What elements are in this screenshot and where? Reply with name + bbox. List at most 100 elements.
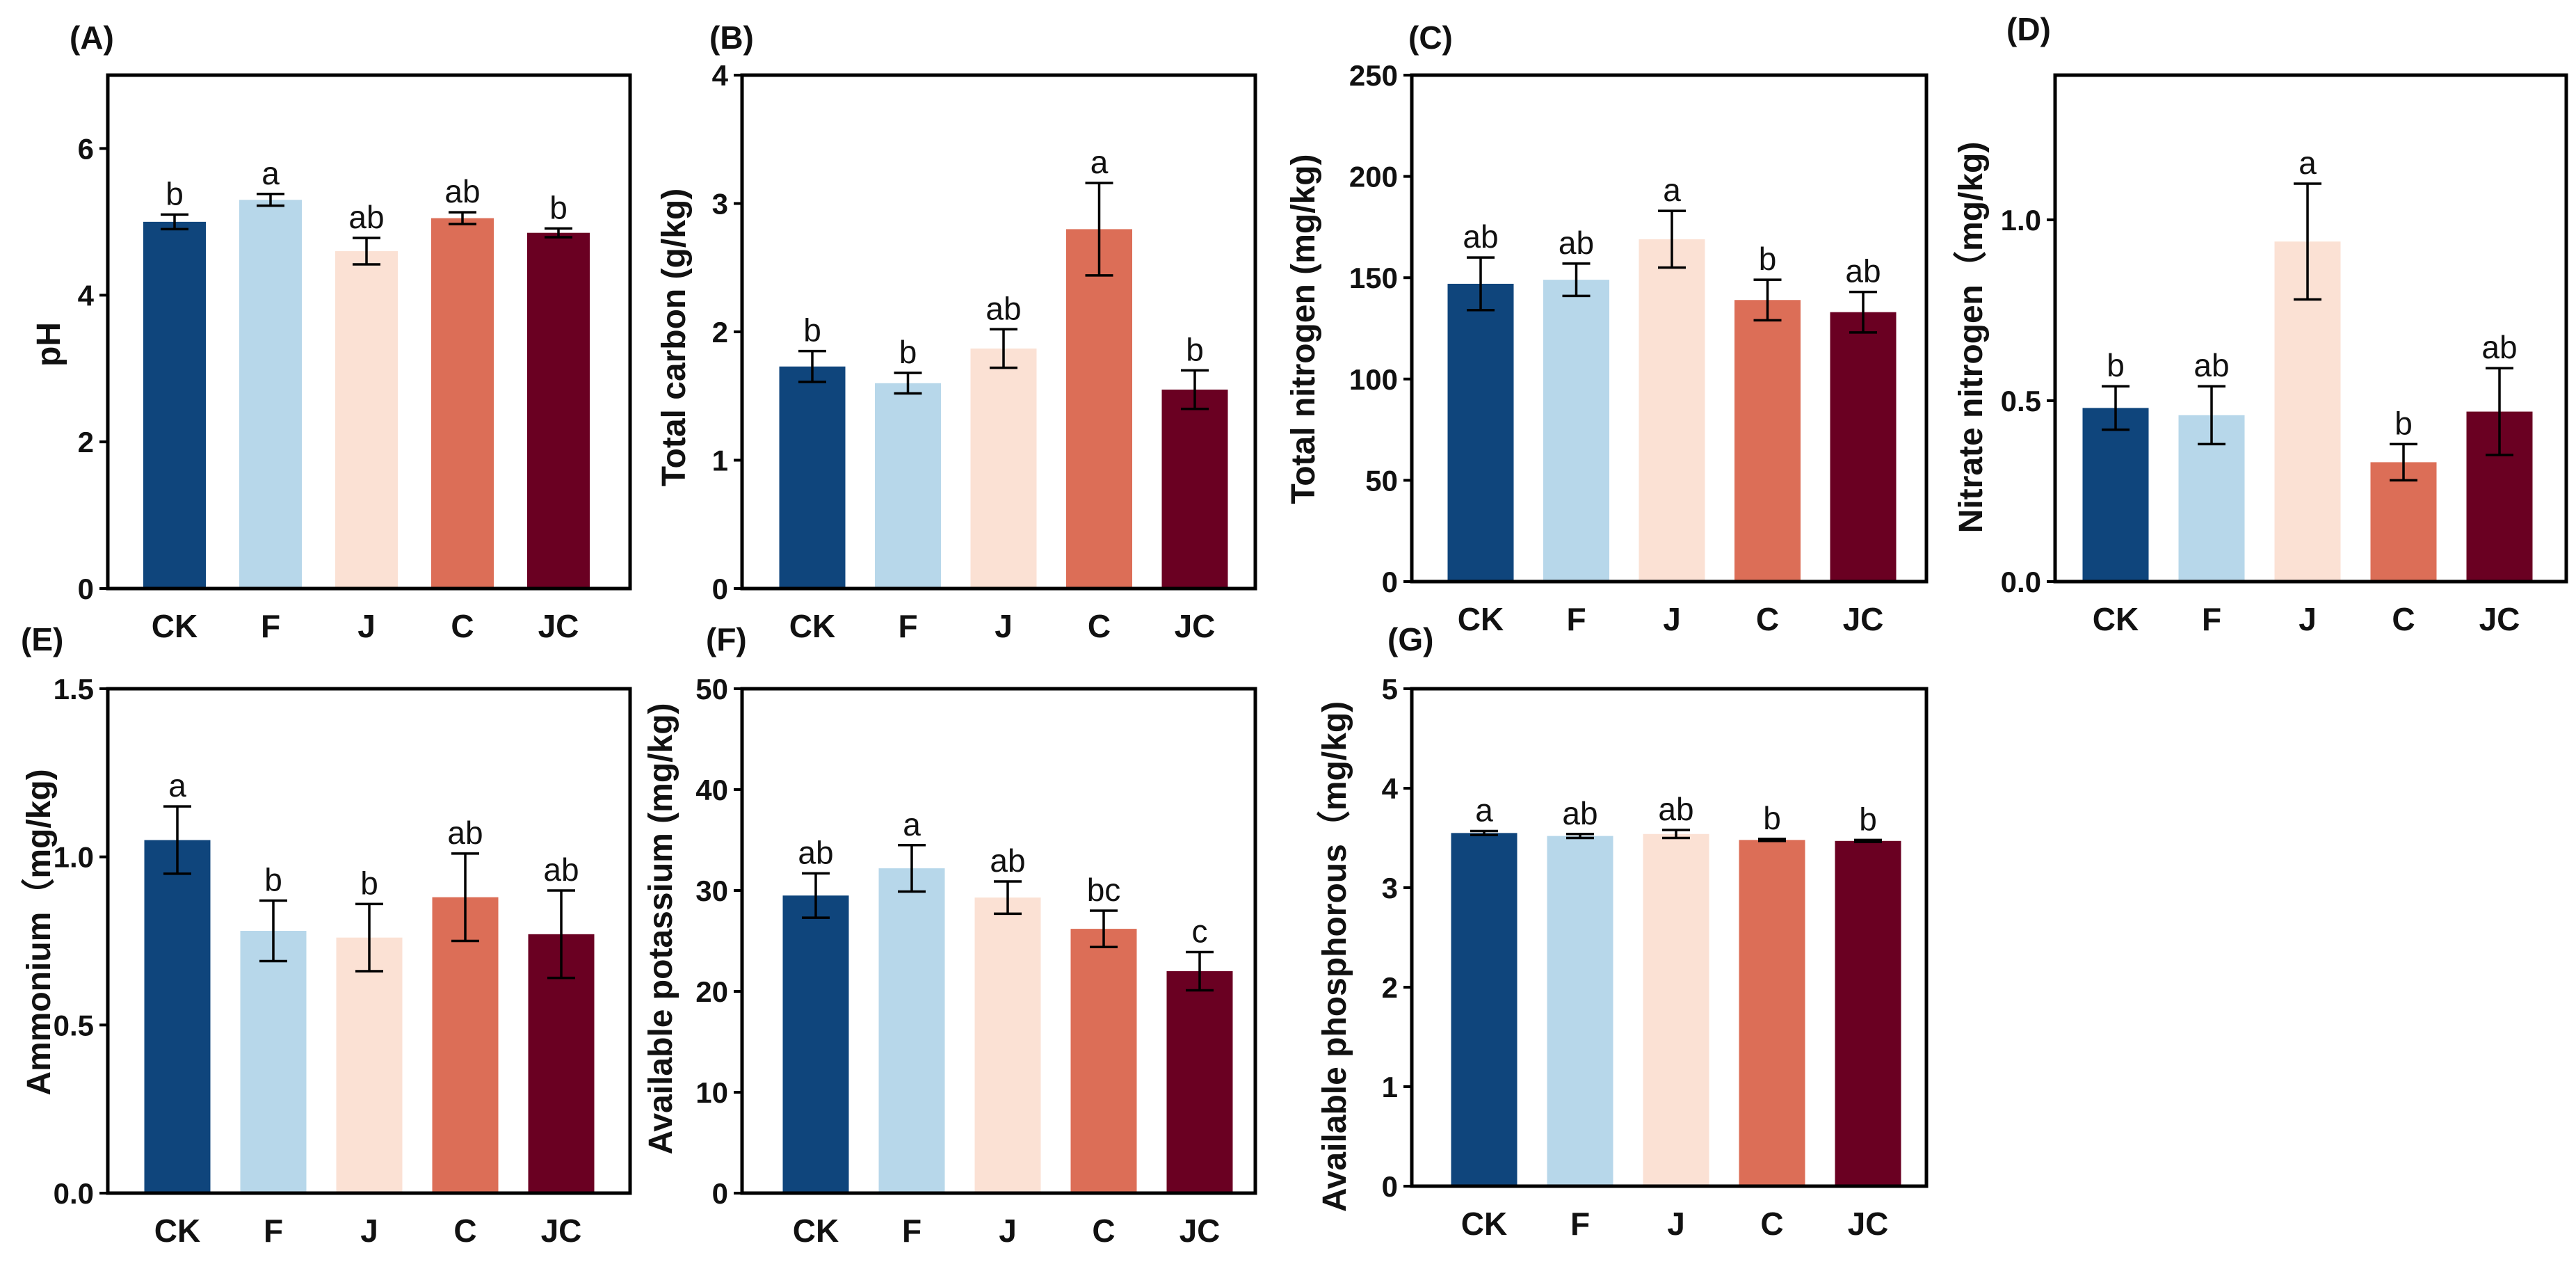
x-tick-label: JC [1843, 601, 1884, 637]
bar-ck [782, 895, 849, 1193]
y-axis-label: Ammonium（mg/kg) [21, 769, 58, 1095]
y-tick-label: 30 [695, 874, 728, 907]
significance-label: ab [1559, 225, 1594, 261]
significance-label: b [360, 865, 378, 901]
panel-label: (B) [709, 19, 754, 56]
bar-f [1543, 280, 1609, 582]
bar-c [2370, 462, 2437, 582]
error-bar [355, 902, 383, 973]
bar-j [336, 937, 403, 1193]
error-bar [1467, 256, 1495, 312]
error-bar [1470, 829, 1498, 836]
bar-j [970, 348, 1037, 589]
y-axis-label: Total carbon (g/kg) [656, 189, 693, 486]
significance-label: ab [1562, 795, 1597, 831]
bar-c [1066, 229, 1132, 589]
bar-c [1070, 929, 1137, 1193]
y-tick-label: 0 [1382, 566, 1398, 598]
significance-label: ab [990, 842, 1025, 879]
significance-label: a [2299, 145, 2317, 181]
x-tick-label: C [453, 1213, 476, 1249]
significance-label: a [261, 155, 280, 191]
significance-label: b [264, 862, 282, 898]
y-tick-label: 4 [712, 59, 729, 92]
x-tick-label: J [360, 1213, 378, 1249]
significance-label: a [168, 767, 186, 804]
error-bar [990, 328, 1017, 369]
significance-label: ab [1658, 791, 1693, 827]
y-tick-label: 4 [78, 279, 95, 312]
bar-c [431, 218, 494, 589]
y-tick-label: 150 [1349, 262, 1398, 294]
significance-label: a [1090, 144, 1109, 180]
significance-label: ab [1845, 253, 1881, 289]
bar-f [239, 200, 302, 589]
x-tick-label: C [1092, 1213, 1115, 1249]
x-tick-label: F [902, 1213, 921, 1249]
bar-ck [1447, 283, 1514, 582]
x-tick-label: JC [538, 608, 579, 644]
y-tick-label: 0 [712, 1177, 728, 1210]
y-tick-label: 1.0 [2001, 204, 2041, 237]
x-tick-label: J [357, 608, 376, 644]
error-bar [2390, 442, 2417, 482]
error-bar [2486, 367, 2513, 456]
error-bar [449, 211, 476, 225]
axes-frame [1410, 687, 1929, 1188]
axes-frame [2053, 73, 2568, 584]
panel-label: (D) [2006, 11, 2051, 47]
y-tick-label: 2 [1382, 971, 1398, 1004]
significance-label: a [1663, 172, 1681, 208]
x-tick-label: J [995, 608, 1013, 644]
significance-label: b [2107, 347, 2125, 383]
x-tick-label: CK [2093, 601, 2139, 637]
x-tick-label: J [999, 1213, 1017, 1249]
bar-f [240, 931, 307, 1193]
x-tick-label: J [1667, 1206, 1685, 1242]
y-tick-label: 6 [78, 132, 94, 165]
significance-label: b [1859, 801, 1877, 837]
bar-f [1547, 836, 1613, 1186]
error-bar [1090, 909, 1118, 948]
error-bar [1186, 950, 1214, 992]
y-tick-label: 0.5 [2001, 385, 2041, 417]
x-tick-label: C [451, 608, 474, 644]
x-tick-label: C [1756, 601, 1779, 637]
significance-label: ab [2481, 329, 2517, 365]
x-tick-label: CK [154, 1213, 200, 1249]
error-bar [1658, 209, 1686, 269]
bar-f [878, 868, 945, 1193]
panel-label: (E) [21, 621, 63, 657]
y-tick-label: 50 [695, 673, 728, 705]
significance-label: b [1759, 241, 1777, 277]
axes-frame [106, 73, 632, 591]
significance-label: ab [444, 173, 480, 209]
significance-label: c [1192, 913, 1208, 949]
error-bar [163, 805, 191, 875]
error-bar [1181, 369, 1209, 410]
error-bar [1662, 829, 1690, 840]
x-tick-label: JC [541, 1213, 582, 1249]
y-axis-label: Available phosphorous（mg/kg) [1317, 701, 1353, 1212]
bar-jc [1166, 971, 1233, 1193]
y-tick-label: 50 [1365, 464, 1398, 497]
x-tick-label: F [898, 608, 917, 644]
bar-ck [1451, 833, 1518, 1186]
bar-ck [143, 221, 206, 589]
panel-label: (A) [70, 19, 114, 56]
error-bar [545, 227, 572, 239]
bar-j [1643, 833, 1709, 1186]
y-tick-label: 0.5 [54, 1009, 94, 1041]
bar-j [335, 251, 398, 589]
x-tick-label: F [1566, 601, 1586, 637]
y-tick-label: 100 [1349, 363, 1398, 396]
bar-ck [144, 840, 211, 1193]
x-tick-label: CK [789, 608, 835, 644]
x-tick-label: C [1088, 608, 1111, 644]
error-bar [2294, 182, 2321, 301]
error-bar [259, 899, 287, 963]
x-tick-label: C [2392, 601, 2415, 637]
bar-c [1734, 300, 1801, 582]
